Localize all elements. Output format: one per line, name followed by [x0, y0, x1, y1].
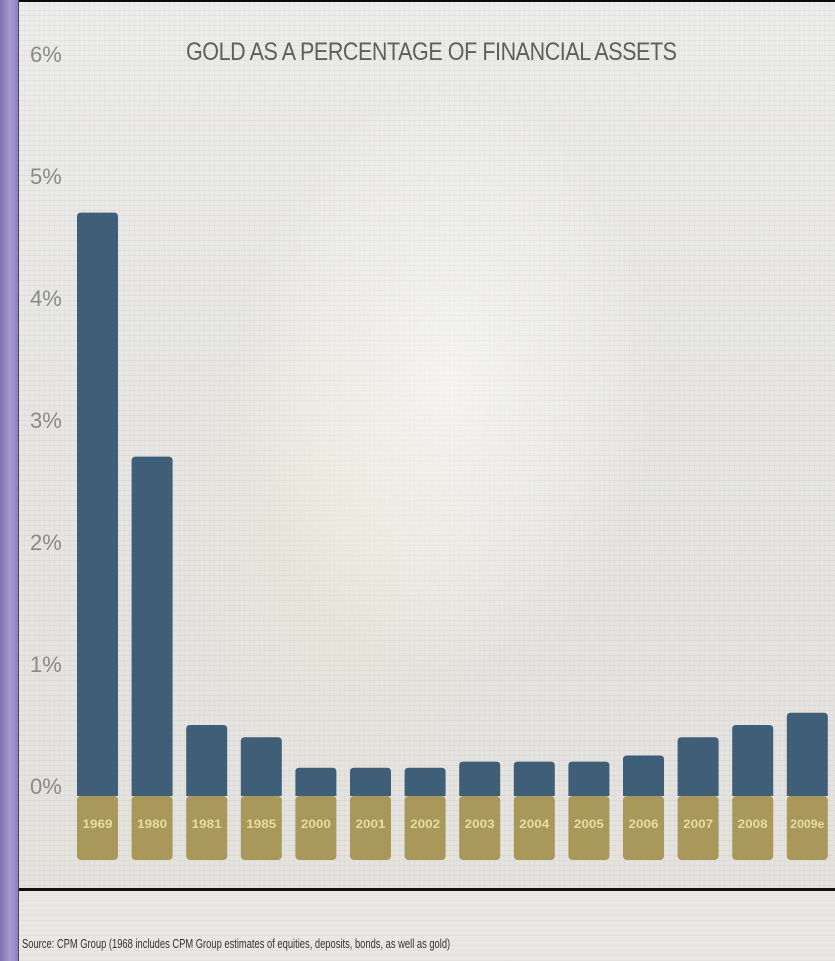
y-tick-label: 0% — [30, 774, 62, 799]
footer-band — [19, 891, 835, 961]
y-tick-label: 3% — [30, 408, 62, 433]
category-band-2003 — [459, 796, 501, 860]
bar-2006 — [623, 755, 664, 796]
category-band-2007 — [677, 796, 719, 860]
bar-2002 — [404, 767, 446, 796]
bar-1969 — [77, 212, 118, 797]
bars — [77, 212, 828, 860]
x-tick-label: 2007 — [683, 817, 713, 831]
category-band-2009e — [786, 796, 828, 860]
bar-1985 — [240, 737, 282, 796]
bar-2009e — [786, 712, 828, 796]
category-band-2000 — [295, 796, 337, 860]
bar-1981 — [186, 725, 228, 796]
bar-2005 — [568, 761, 610, 796]
x-tick-label: 2008 — [738, 817, 768, 831]
y-axis-ticks: 0% 1% 2% 3% 4% 5% 6% — [30, 42, 62, 799]
x-tick-label: 1980 — [137, 817, 167, 831]
x-axis-labels: 1969 1980 1981 1985 2000 2001 2002 2003 2004 2005… — [83, 817, 825, 831]
category-band-2004 — [513, 796, 555, 860]
bar-1980 — [131, 456, 173, 796]
bar-2007 — [677, 737, 719, 796]
footer-divider — [19, 888, 835, 891]
category-band-2006 — [623, 796, 664, 860]
x-tick-label: 1969 — [83, 817, 113, 831]
y-tick-label: 5% — [30, 164, 62, 189]
category-band-1980 — [131, 796, 173, 860]
bar-2001 — [350, 767, 391, 796]
source-note: Source: CPM Group (1968 includes CPM Gro… — [22, 936, 451, 951]
x-tick-label: 2009e — [790, 817, 824, 831]
bar-2000 — [295, 767, 337, 796]
category-band-1985 — [240, 796, 282, 860]
bar-2003 — [459, 761, 501, 796]
y-tick-label: 6% — [30, 42, 62, 67]
category-band-2002 — [404, 796, 446, 860]
y-tick-label: 2% — [30, 530, 62, 555]
y-tick-label: 4% — [30, 286, 62, 311]
x-tick-label: 2006 — [629, 817, 659, 831]
category-band-1969 — [77, 796, 118, 860]
y-tick-label: 1% — [30, 652, 62, 677]
x-tick-label: 2004 — [519, 817, 549, 831]
category-band-2001 — [350, 796, 391, 860]
bar-2008 — [732, 725, 774, 796]
bar-2004 — [513, 761, 555, 796]
chart-title: GOLD AS A PERCENTAGE OF FINANCIAL ASSETS — [186, 38, 677, 66]
category-band-1981 — [186, 796, 228, 860]
x-tick-label: 2001 — [356, 817, 386, 831]
x-tick-label: 2002 — [410, 817, 440, 831]
category-band-2008 — [732, 796, 774, 860]
x-tick-label: 1985 — [246, 817, 276, 831]
category-band-2005 — [568, 796, 610, 860]
x-tick-label: 2000 — [301, 817, 331, 831]
x-tick-label: 2003 — [465, 817, 495, 831]
x-tick-label: 2005 — [574, 817, 604, 831]
x-tick-label: 1981 — [192, 817, 222, 831]
